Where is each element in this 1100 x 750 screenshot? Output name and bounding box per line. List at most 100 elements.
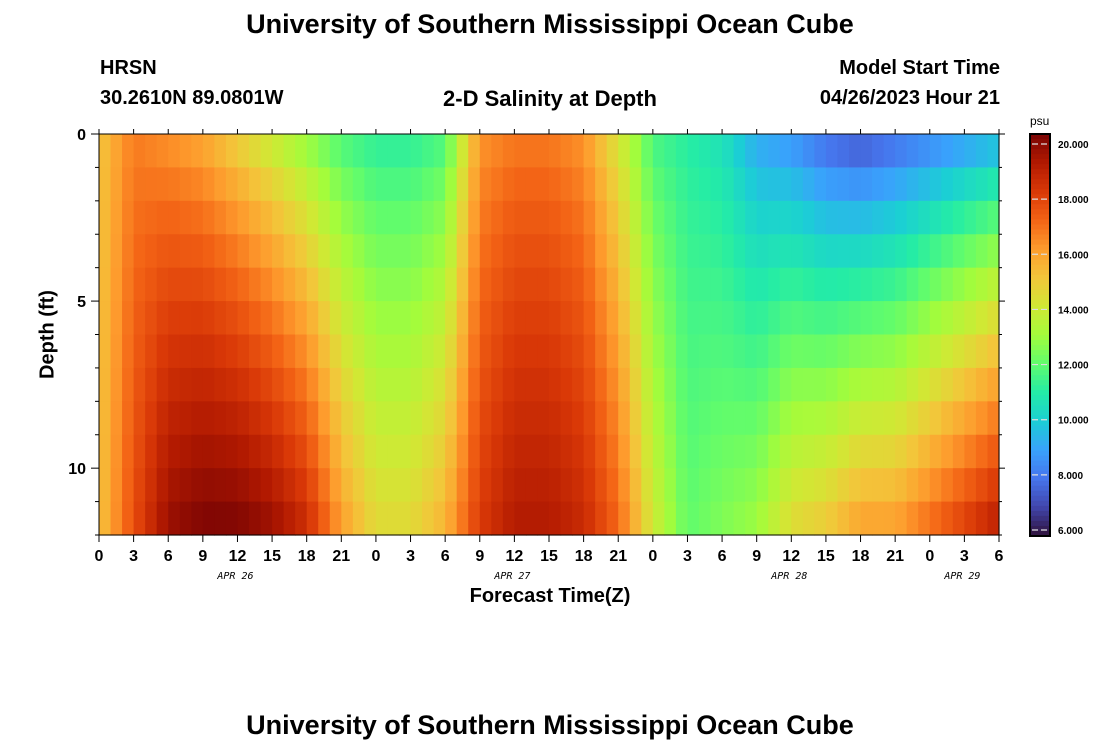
heatmap-cell — [745, 367, 758, 402]
heatmap-cell — [168, 267, 181, 302]
heatmap-cell — [445, 434, 458, 469]
heatmap-cell — [168, 367, 181, 402]
heatmap-cell — [318, 301, 331, 336]
heatmap-cell — [387, 234, 400, 269]
colorbar-step — [1030, 284, 1050, 291]
heatmap-cell — [410, 301, 423, 336]
heatmap-cell — [133, 468, 146, 503]
heatmap-cell — [318, 334, 331, 369]
heatmap-cell — [110, 501, 123, 536]
heatmap-cell — [537, 401, 550, 436]
heatmap-cell — [549, 367, 562, 402]
heatmap-cell — [537, 334, 550, 369]
heatmap-cell — [687, 167, 700, 202]
heatmap-cell — [341, 167, 354, 202]
heatmap-cell — [745, 501, 758, 536]
heatmap-cell — [422, 434, 435, 469]
heatmap-cell — [341, 434, 354, 469]
heatmap-cell — [260, 167, 273, 202]
heatmap-cell — [745, 334, 758, 369]
heatmap-cell — [352, 367, 365, 402]
heatmap-cell — [699, 301, 712, 336]
heatmap-cell — [837, 301, 850, 336]
heatmap-cell — [687, 134, 700, 169]
heatmap-cell — [179, 334, 192, 369]
heatmap-cell — [629, 501, 642, 536]
heatmap-cell — [410, 401, 423, 436]
heatmap-cell — [237, 301, 250, 336]
heatmap-cell — [699, 334, 712, 369]
heatmap-cell — [272, 234, 285, 269]
colorbar-tick-label: 18.000 — [1058, 195, 1089, 206]
heatmap-cell — [491, 200, 504, 235]
colorbar-step — [1030, 465, 1050, 472]
heatmap-cell — [237, 468, 250, 503]
colorbar-step — [1030, 495, 1050, 502]
heatmap-cell — [214, 134, 227, 169]
heatmap-cell — [156, 267, 169, 302]
heatmap-cell — [352, 334, 365, 369]
station-name: HRSN — [100, 57, 157, 79]
heatmap-cell — [825, 234, 839, 269]
heatmap-cell — [133, 167, 146, 202]
heatmap-cell — [295, 468, 308, 503]
heatmap-cell — [502, 334, 515, 369]
heatmap-cell — [675, 301, 689, 336]
heatmap-cell — [952, 434, 965, 469]
heatmap-cell — [179, 200, 192, 235]
heatmap-cell — [168, 167, 181, 202]
heatmap-cell — [941, 267, 954, 302]
heatmap-cell — [237, 200, 250, 235]
heatmap-cell — [756, 200, 769, 235]
heatmap-cell — [964, 434, 977, 469]
heatmap-cell — [410, 501, 423, 536]
heatmap-cell — [941, 334, 954, 369]
heatmap-cell — [433, 401, 446, 436]
heatmap-cell — [629, 334, 642, 369]
heatmap-cell — [849, 434, 862, 469]
heatmap-cell — [295, 167, 308, 202]
heatmap-cell — [214, 200, 227, 235]
heatmap-cell — [341, 234, 354, 269]
heatmap-cell — [606, 134, 619, 169]
heatmap-cell — [329, 501, 342, 536]
heatmap-cell — [975, 401, 989, 436]
heatmap-cell — [572, 134, 585, 169]
heatmap-cell — [445, 401, 458, 436]
heatmap-cell — [156, 501, 169, 536]
heatmap-cell — [525, 200, 539, 235]
heatmap-cell — [249, 167, 262, 202]
heatmap-cell — [249, 401, 262, 436]
heatmap-cell — [168, 434, 181, 469]
heatmap-cell — [837, 167, 850, 202]
heatmap-cell — [814, 234, 827, 269]
heatmap-cell — [445, 301, 458, 336]
heatmap-cell — [341, 367, 354, 402]
heatmap-cell — [364, 234, 377, 269]
heatmap-cell — [779, 468, 792, 503]
heatmap-cell — [191, 167, 204, 202]
heatmap-cell — [606, 468, 619, 503]
heatmap-cell — [502, 367, 515, 402]
x-tick-label: 18 — [298, 548, 316, 565]
heatmap-cell — [514, 434, 527, 469]
heatmap-cell — [814, 468, 827, 503]
heatmap-cell — [110, 334, 123, 369]
heatmap-cell — [468, 401, 481, 436]
heatmap-cell — [456, 401, 469, 436]
heatmap-cell — [352, 200, 365, 235]
heatmap-cell — [791, 401, 804, 436]
heatmap-cell — [883, 234, 896, 269]
heatmap-cell — [906, 468, 919, 503]
heatmap-cell — [929, 200, 942, 235]
heatmap-cell — [318, 267, 331, 302]
heatmap-cell — [860, 200, 873, 235]
heatmap-cell — [318, 501, 331, 536]
heatmap-cell — [987, 200, 1000, 235]
heatmap-cell — [606, 501, 619, 536]
heatmap-cell — [929, 501, 942, 536]
heatmap-cell — [99, 434, 112, 469]
heatmap-cell — [422, 267, 435, 302]
heatmap-cell — [433, 434, 446, 469]
heatmap-cell — [249, 367, 262, 402]
